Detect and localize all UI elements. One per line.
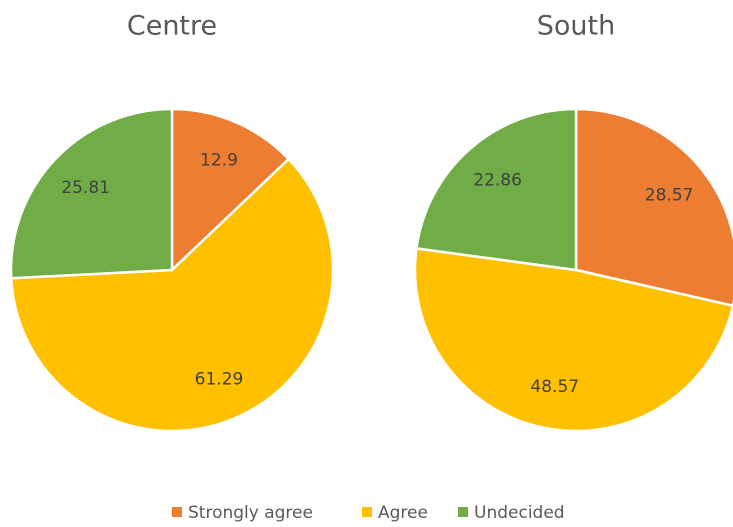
pie-slice [415,107,578,272]
data-label: 25.81 [61,178,110,198]
data-label: 28.57 [645,186,694,206]
legend-swatch [362,507,372,517]
legend-label: Undecided [474,503,565,523]
legend-swatch [458,507,468,517]
chart-title: Centre [127,11,217,42]
legend-label: Strongly agree [188,503,313,523]
pie-slice [170,107,291,273]
data-label: 22.86 [473,170,522,190]
data-label: 12.9 [200,151,238,171]
pie-slice [413,247,733,433]
pie-slice [9,157,335,433]
chart-title: South [537,11,615,42]
pie-slice [9,107,174,280]
pie-slice [574,107,733,308]
data-label: 48.57 [530,377,579,397]
data-label: 61.29 [195,369,244,389]
legend-label: Agree [378,503,428,523]
legend-swatch [172,507,182,517]
